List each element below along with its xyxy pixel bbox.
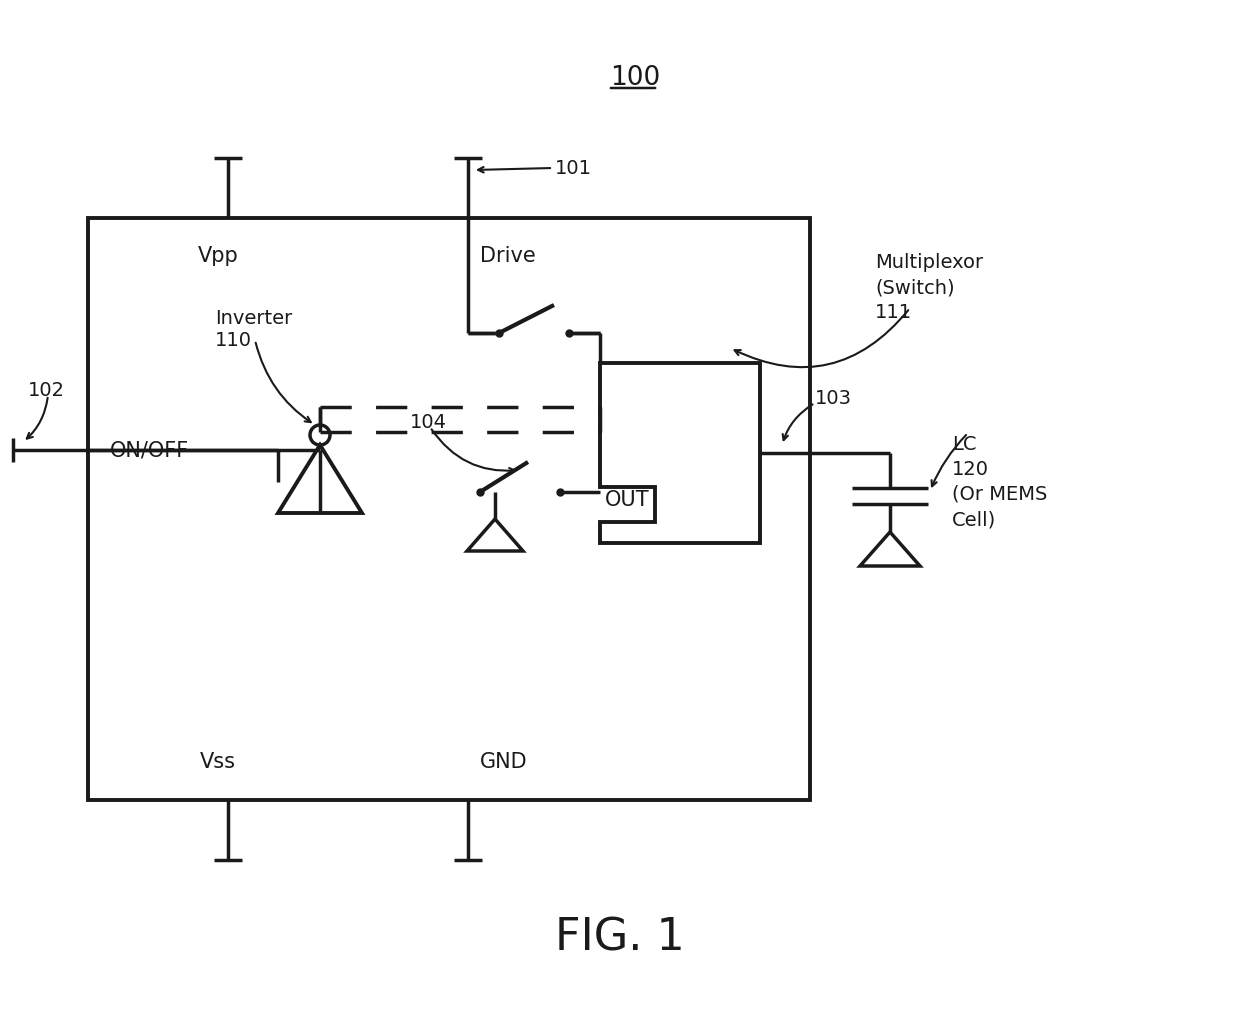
Text: 101: 101: [556, 158, 591, 178]
Text: LC
120
(Or MEMS
Cell): LC 120 (Or MEMS Cell): [952, 435, 1048, 529]
Text: Vpp: Vpp: [197, 246, 238, 266]
Bar: [88, 218, 810, 800]
Text: GND: GND: [480, 752, 528, 772]
Text: Vss: Vss: [200, 752, 236, 772]
Text: 103: 103: [815, 389, 852, 407]
Text: Multiplexor
(Switch)
111: Multiplexor (Switch) 111: [875, 254, 983, 323]
Text: 102: 102: [29, 380, 64, 400]
Text: ON/OFF: ON/OFF: [110, 440, 190, 460]
Text: 104: 104: [410, 412, 446, 432]
Text: 100: 100: [610, 65, 660, 91]
Text: OUT: OUT: [605, 489, 650, 510]
Text: Inverter
110: Inverter 110: [215, 309, 293, 351]
Text: FIG. 1: FIG. 1: [556, 917, 684, 959]
Text: Drive: Drive: [480, 246, 536, 266]
